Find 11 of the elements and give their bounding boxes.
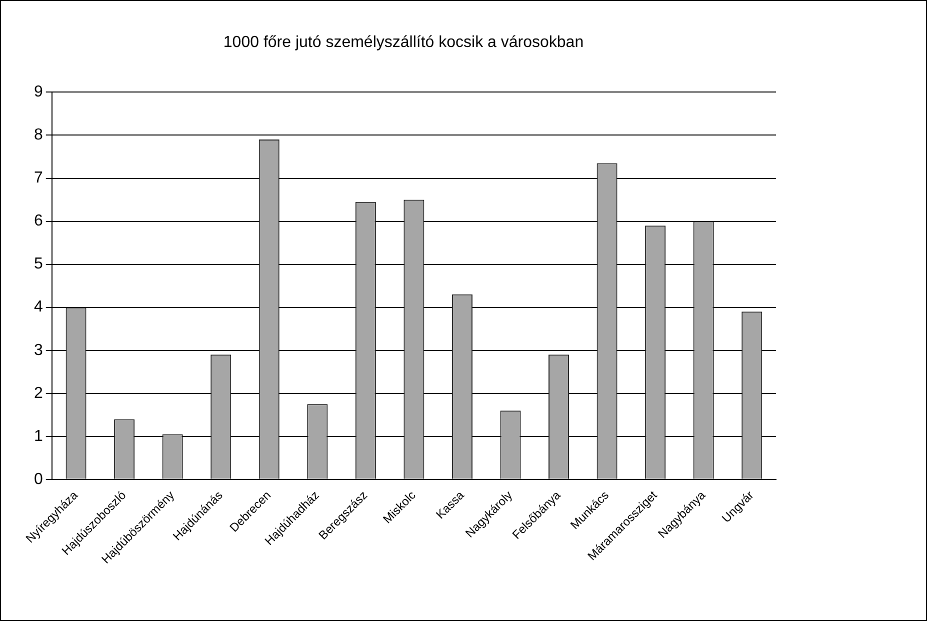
y-tick-label: 1 [34,428,43,445]
chart-title: 1000 főre jutó személyszállító kocsik a városokban [223,34,584,52]
y-tick-label: 8 [34,126,43,144]
y-tick-label: 4 [34,298,43,316]
y-tick-label: 6 [34,212,43,230]
y-tick-label: 7 [34,170,43,187]
y-tick-label: 3 [34,342,43,359]
y-tick-label: 0 [34,470,43,488]
y-tick-label: 5 [34,256,43,273]
y-tick-label: 9 [34,84,43,101]
y-tick-label: 2 [34,384,43,402]
